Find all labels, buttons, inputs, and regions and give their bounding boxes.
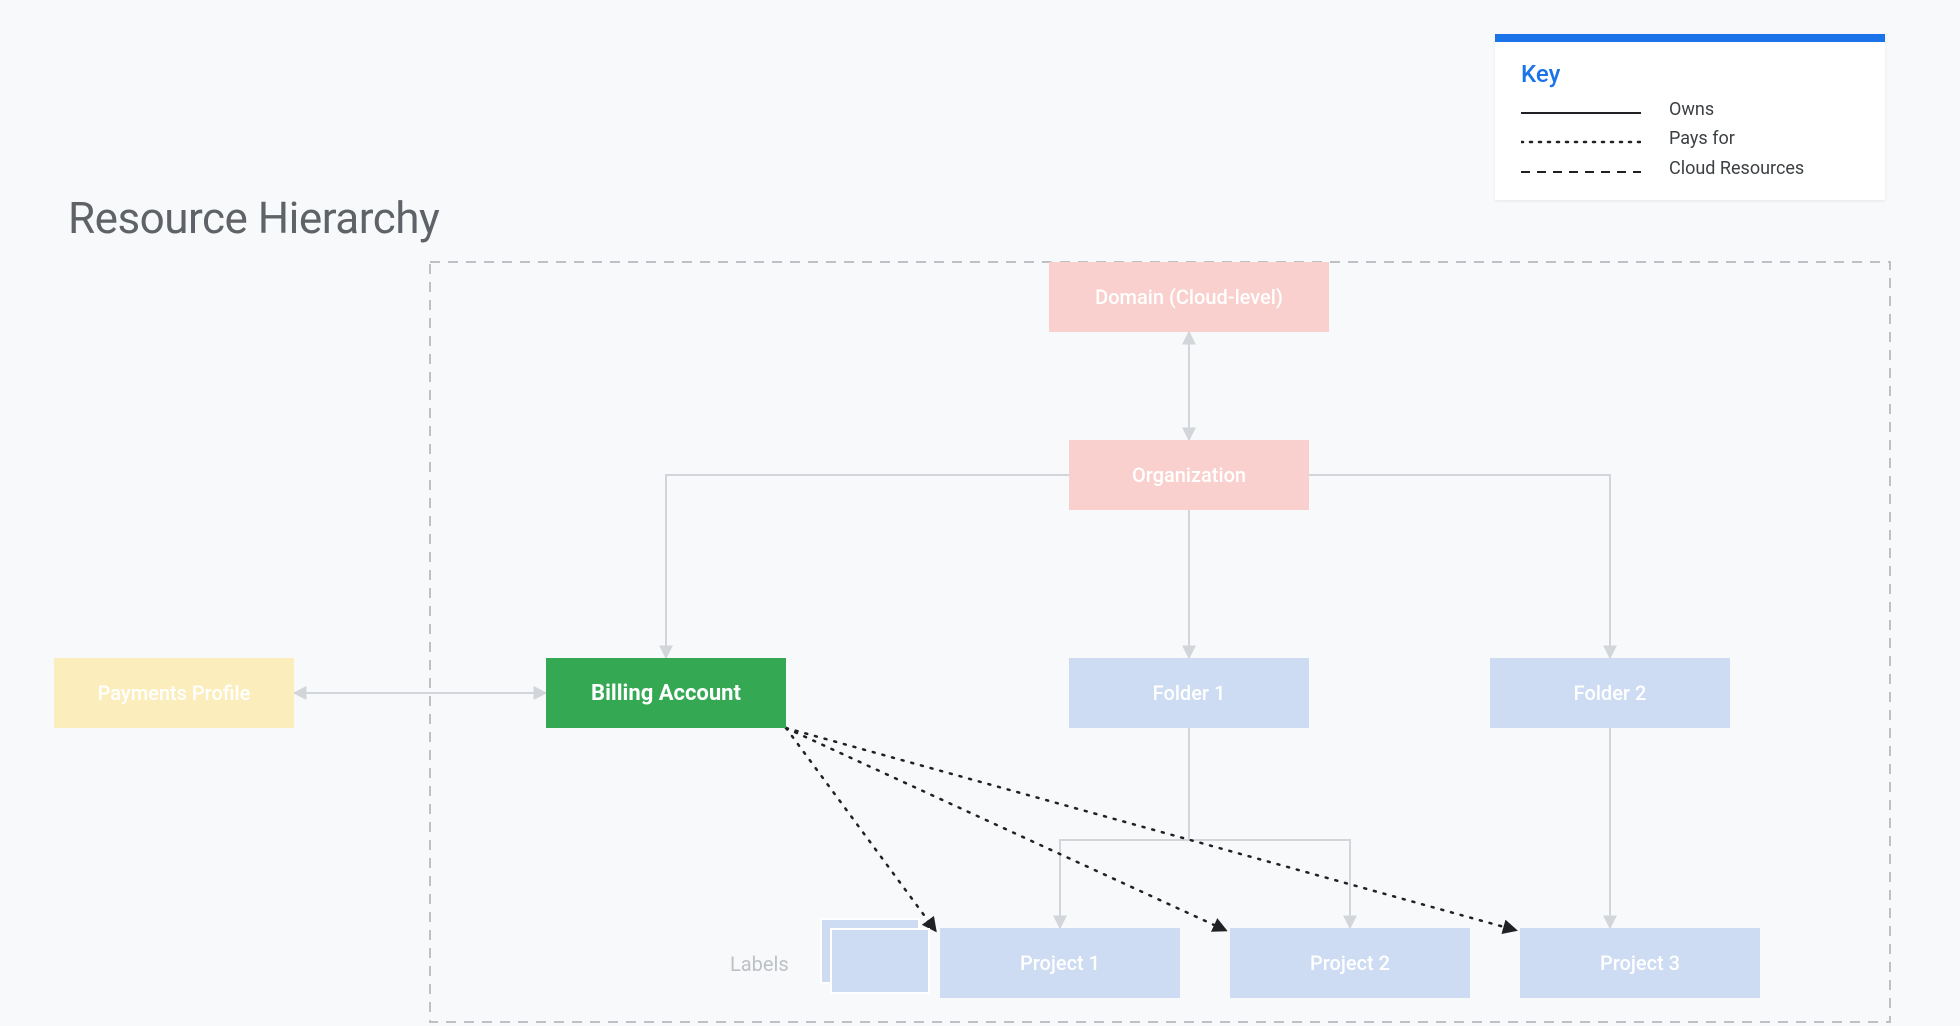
legend-line-dotted [1521, 133, 1641, 145]
legend-label-pays: Pays for [1669, 127, 1735, 150]
legend-line-solid [1521, 104, 1641, 116]
edge-org-folder2 [1309, 475, 1610, 658]
node-folder-1: Folder 1 [1069, 658, 1309, 728]
legend-line-dashed [1521, 163, 1641, 175]
node-organization: Organization [1069, 440, 1309, 510]
labels-caption: Labels [730, 952, 789, 976]
legend-label-owns: Owns [1669, 98, 1714, 121]
node-project-2: Project 2 [1230, 928, 1470, 998]
edge-billing-proj1 [786, 728, 935, 930]
diagram-canvas: Resource Hierarchy Key Owns Pays for [0, 0, 1960, 1026]
node-project-1: Project 1 [940, 928, 1180, 998]
legend-row-cloud: Cloud Resources [1521, 157, 1859, 180]
legend-topbar [1495, 34, 1885, 42]
node-domain: Domain (Cloud-level) [1049, 262, 1329, 332]
edge-folder1-proj1 [1060, 728, 1189, 928]
legend-label-cloud: Cloud Resources [1669, 157, 1804, 180]
legend-box: Key Owns Pays for Cloud Resources [1495, 34, 1885, 200]
labels-card-mid [830, 928, 930, 994]
edge-org-billing [666, 475, 1069, 658]
diagram-title: Resource Hierarchy [68, 192, 439, 244]
node-billing-account: Billing Account [546, 658, 786, 728]
node-folder-2: Folder 2 [1490, 658, 1730, 728]
edge-folder1-proj2 [1189, 728, 1350, 928]
cloud-resources-border [430, 262, 1890, 1022]
edge-billing-proj3 [786, 728, 1515, 930]
legend-title: Key [1521, 60, 1859, 88]
node-payments-profile: Payments Profile [54, 658, 294, 728]
labels-stack [820, 918, 930, 996]
edge-billing-proj2 [786, 728, 1225, 930]
legend-row-owns: Owns [1521, 98, 1859, 121]
node-project-3: Project 3 [1520, 928, 1760, 998]
legend-row-pays: Pays for [1521, 127, 1859, 150]
